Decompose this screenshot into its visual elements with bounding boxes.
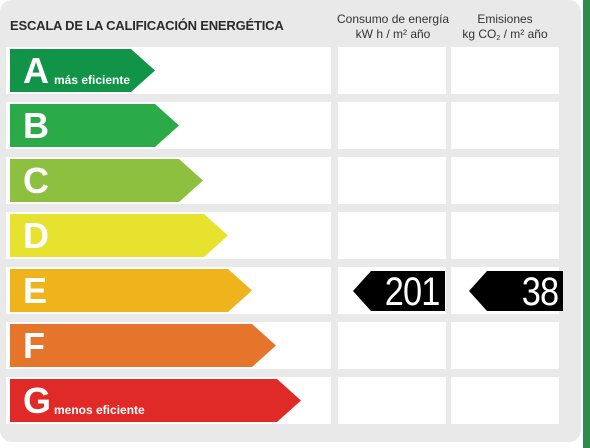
energy-header-line2: kW h / m² año xyxy=(355,27,431,41)
rating-letter: E xyxy=(23,270,48,311)
rating-letter: C xyxy=(23,160,49,201)
rating-arrow-d: D xyxy=(10,214,228,257)
rating-row-e: E 201 38 xyxy=(0,267,581,314)
rating-row-a: A más eficiente xyxy=(0,47,581,94)
energy-column-header: Consumo de energía kW h / m² año xyxy=(337,12,449,42)
energy-label-card: ESCALA DE LA CALIFICACIÓN ENERGÉTICA Con… xyxy=(0,0,581,442)
energy-cell xyxy=(338,212,446,259)
energy-cell xyxy=(338,377,446,424)
rating-row-c: C xyxy=(0,157,581,204)
emissions-unit-pre: kg CO xyxy=(462,27,497,41)
emissions-cell xyxy=(451,157,559,204)
emissions-header-line2: kg CO2 / m² año xyxy=(449,27,561,46)
rating-row-d: D xyxy=(0,212,581,259)
rating-letter: G xyxy=(23,380,52,421)
rating-letter: A xyxy=(23,50,49,91)
emissions-column-header: Emisiones kg CO2 / m² año xyxy=(449,12,561,46)
rating-letter: F xyxy=(23,325,45,366)
emissions-value-tag: 38 xyxy=(469,271,563,311)
energy-cell xyxy=(338,102,446,149)
rating-arrow-b: B xyxy=(10,104,179,147)
rating-note: menos eficiente xyxy=(54,403,145,417)
emissions-cell xyxy=(451,47,559,94)
rating-note: más eficiente xyxy=(54,73,131,87)
energy-header-line1: Consumo de energía xyxy=(337,12,450,26)
rating-arrow-e: E xyxy=(10,269,252,312)
rating-arrow-g: G menos eficiente xyxy=(10,379,301,422)
energy-value: 201 xyxy=(385,270,441,314)
rating-row-f: F xyxy=(0,322,581,369)
rating-arrow-f: F xyxy=(10,324,276,367)
emissions-unit-sub: 2 xyxy=(496,35,501,42)
energy-cell xyxy=(338,47,446,94)
label-title: ESCALA DE LA CALIFICACIÓN ENERGÉTICA xyxy=(10,18,284,33)
energy-cell xyxy=(338,157,446,204)
emissions-header-line1: Emisiones xyxy=(477,12,533,26)
emissions-cell xyxy=(451,322,559,369)
emissions-unit-post: / m² año xyxy=(500,27,548,41)
rating-row-g: G menos eficiente xyxy=(0,377,581,424)
emissions-cell xyxy=(451,102,559,149)
rating-row-b: B xyxy=(0,102,581,149)
emissions-cell xyxy=(451,212,559,259)
emissions-cell xyxy=(451,377,559,424)
rating-arrow-a: A más eficiente xyxy=(10,49,155,92)
rating-letter: B xyxy=(23,105,49,146)
rating-letter: D xyxy=(23,215,49,256)
emissions-value: 38 xyxy=(521,270,558,314)
rating-arrow-c: C xyxy=(10,159,203,202)
page-edge-stripe xyxy=(583,0,590,448)
energy-cell xyxy=(338,322,446,369)
energy-value-tag: 201 xyxy=(353,271,445,311)
